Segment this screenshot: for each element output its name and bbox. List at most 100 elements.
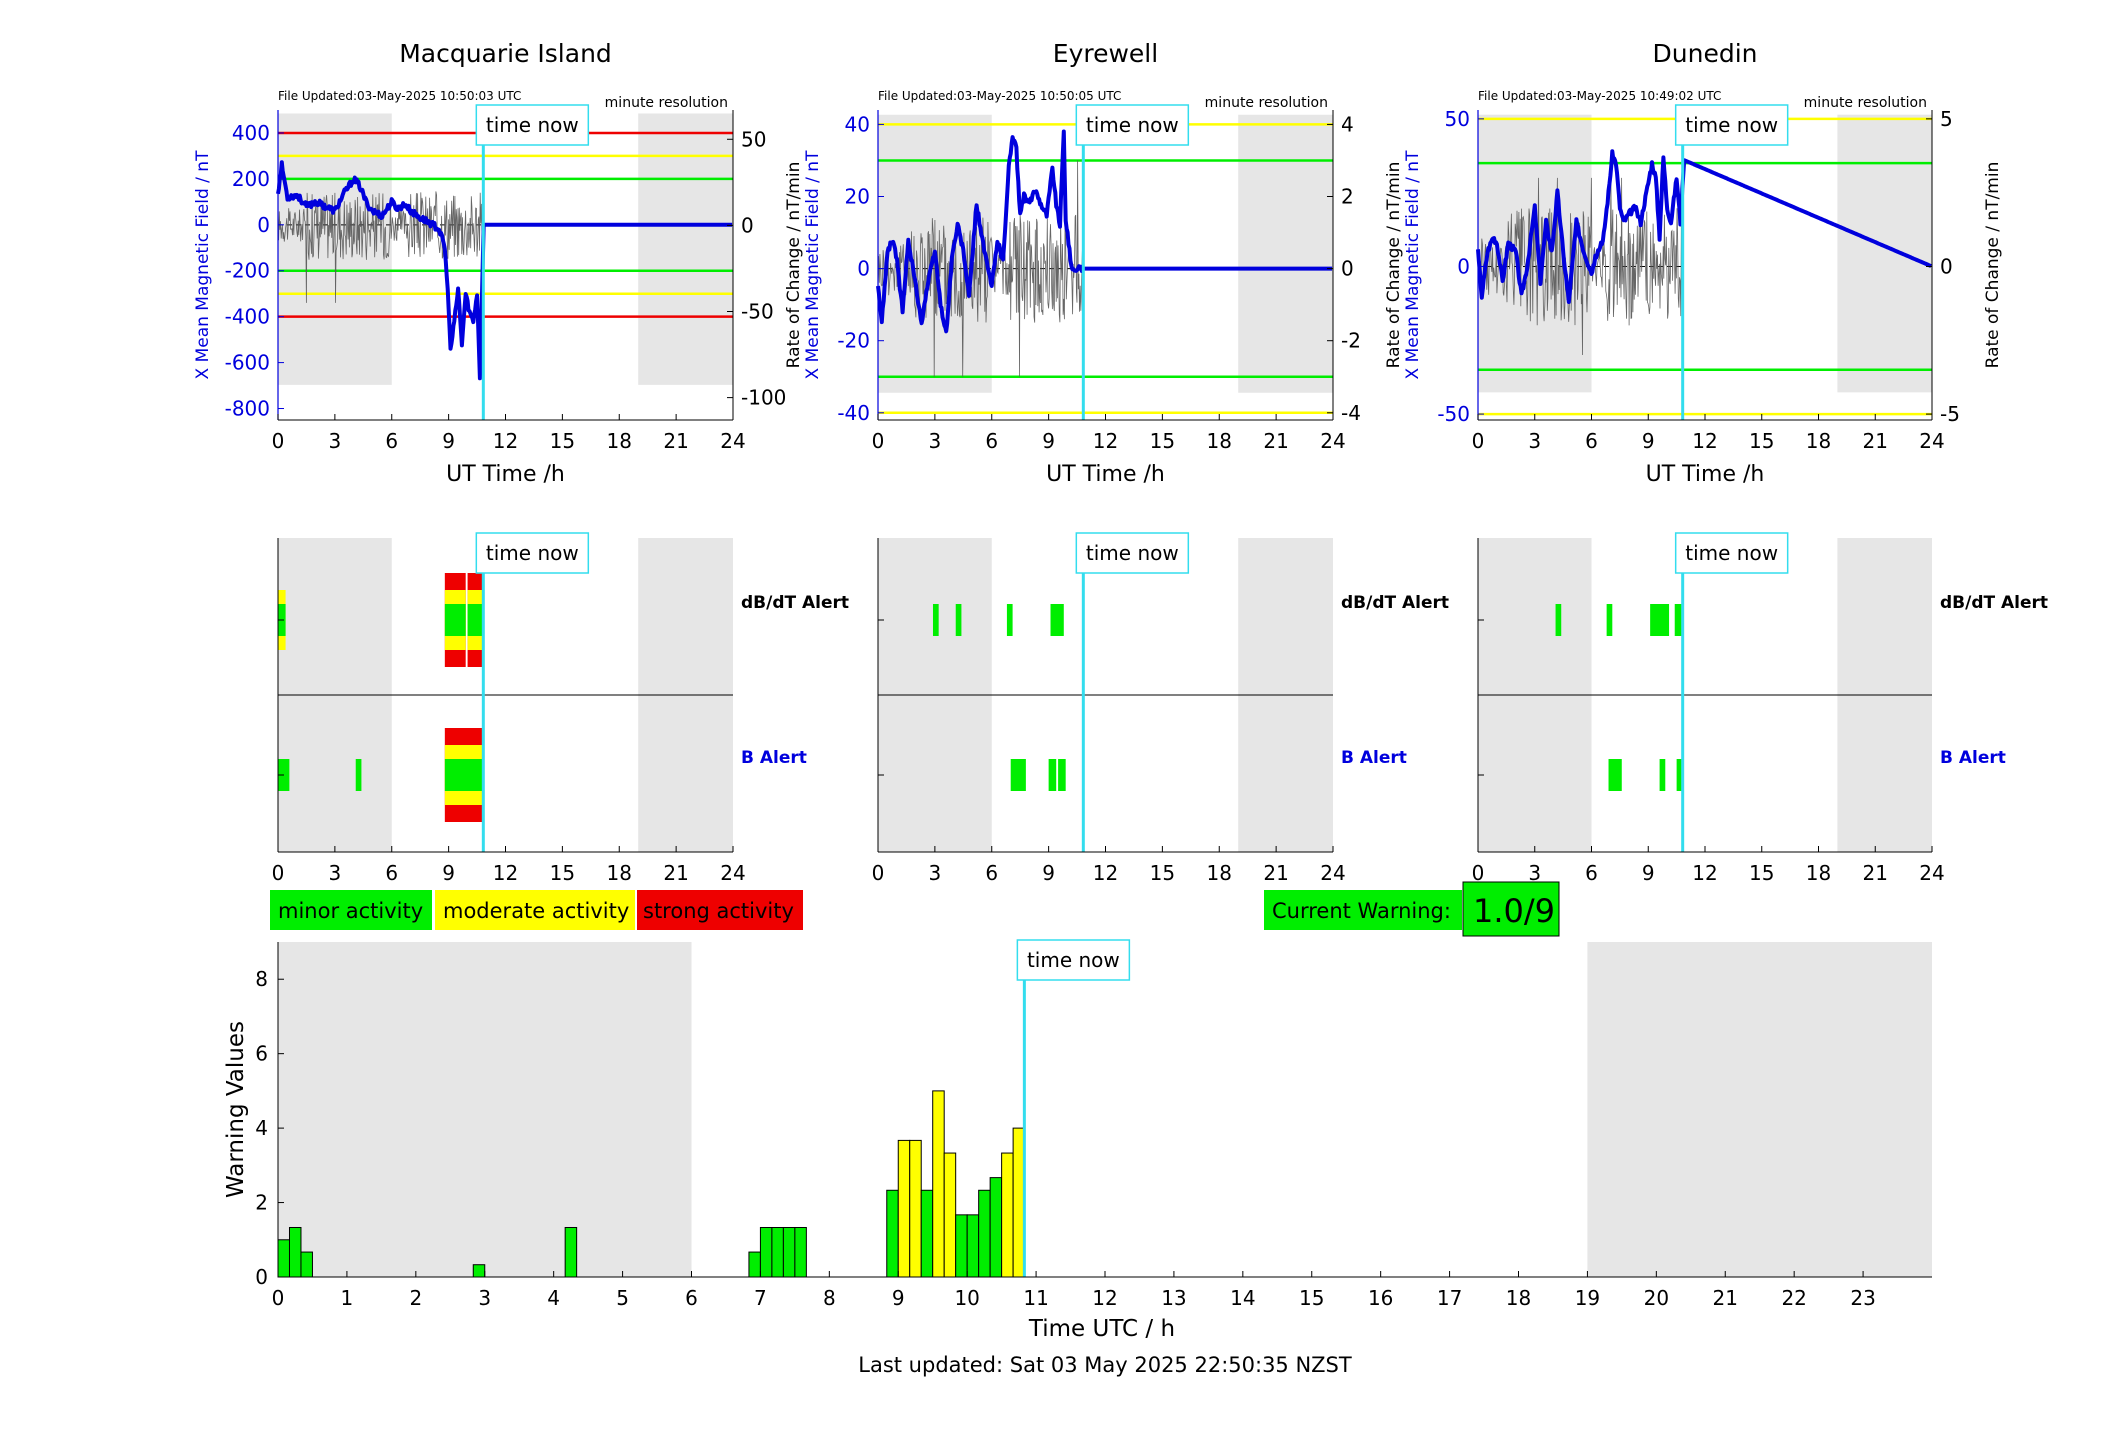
x-tick-label: 6 [985, 429, 998, 453]
x-tick-label: 20 [1644, 1286, 1669, 1310]
x-tick-label: 12 [1092, 1286, 1117, 1310]
x-tick-label: 21 [1263, 861, 1288, 885]
warning-bar [759, 1226, 773, 1278]
alert-panels: dB/dT Alert B Alert time now 0 3 6 9 12 15 18 21 24… [272, 532, 2048, 885]
y-tick-right-label: -2 [1341, 329, 1361, 353]
rate-of-change-series [877, 160, 1084, 377]
x-tick-label: 21 [663, 429, 688, 453]
warning-bar [886, 1189, 899, 1278]
time-now-box [1075, 532, 1190, 574]
alert-panel-3: dB/dT Alert B Alert time now 0 3 6 9 12 15 18 21 24 [1472, 532, 2048, 885]
y-tick-label: 8 [255, 967, 268, 991]
x-tick-label: 6 [385, 861, 398, 885]
alert-segment-minor [1010, 759, 1026, 791]
y-tick-right-label: -4 [1341, 401, 1361, 425]
y-axis-left-label: X Mean Magnetic Field / nT [803, 150, 823, 380]
y-tick-left-label: 20 [845, 185, 870, 209]
alert-row-label: B Alert [1341, 748, 1407, 768]
alert-row-label: B Alert [1940, 748, 2006, 768]
x-tick-label: 21 [1863, 861, 1888, 885]
y-tick-right-label: -5 [1940, 402, 1960, 426]
x-tick-label: 12 [1692, 861, 1717, 885]
x-tick-label: 24 [1919, 429, 1944, 453]
warning-bar [909, 1139, 922, 1278]
file-updated: File Updated:03-May-2025 10:50:03 UTC [278, 89, 521, 103]
x-tick-label: 24 [720, 861, 745, 885]
warning-bar [564, 1226, 578, 1278]
warning-bar [782, 1226, 796, 1278]
x-tick-label: 0 [272, 429, 285, 453]
x-tick-label: 9 [1042, 429, 1055, 453]
y-tick-right-label: -100 [741, 386, 786, 410]
x-tick-label: 18 [1506, 1286, 1531, 1310]
alert-segment-minor [1674, 604, 1683, 636]
warning-bar [771, 1226, 784, 1278]
y-tick-label: 0 [255, 1265, 268, 1289]
x-tick-label: 15 [550, 861, 575, 885]
x-tick-label: 0 [1472, 429, 1485, 453]
x-tick-label: 15 [550, 429, 575, 453]
y-tick-right-label: 0 [1940, 254, 1953, 278]
x-tick-label: 6 [385, 429, 398, 453]
y-tick-left-label: -50 [1437, 402, 1470, 426]
night-shade [1837, 114, 1932, 393]
warning-bar [277, 1239, 290, 1278]
time-now-label: time now [1685, 541, 1778, 565]
y-tick-right-label: 0 [741, 213, 754, 237]
x-tick-label: 17 [1437, 1286, 1462, 1310]
x-tick-label: 15 [1749, 861, 1774, 885]
warning-bar [1001, 1152, 1014, 1278]
y-tick-left-label: 40 [845, 112, 870, 136]
warning-bar [932, 1090, 945, 1278]
y-tick-right-label: 0 [1341, 257, 1354, 281]
x-tick-label: 1 [341, 1286, 354, 1310]
legend-strong-label: strong activity [643, 899, 794, 923]
night-shade [1587, 942, 1932, 1277]
x-tick-label: 3 [329, 861, 342, 885]
x-tick-label: 15 [1749, 429, 1774, 453]
y-tick-left-label: -400 [225, 305, 270, 329]
warning-bar [989, 1177, 1003, 1278]
y-tick-right-label: 2 [1341, 185, 1354, 209]
time-now-box [1674, 104, 1789, 146]
alert-segment-minor [444, 604, 466, 636]
warning-bar [966, 1214, 980, 1278]
x-tick-label: 2 [409, 1286, 422, 1310]
x-tick-label: 12 [1093, 861, 1118, 885]
alert-row-label: dB/dT Alert [1940, 593, 2048, 613]
x-tick-label: 10 [954, 1286, 979, 1310]
warning-bar [920, 1189, 934, 1278]
y-axis-right-label: Rate of Change / nT/min [1983, 162, 2003, 369]
night-shade [1238, 114, 1333, 393]
y-tick-left-label: 400 [232, 121, 270, 145]
legend-minor-swatch [270, 890, 432, 930]
x-tick-label: 18 [1207, 861, 1232, 885]
file-updated: File Updated:03-May-2025 10:49:02 UTC [1478, 89, 1721, 103]
x-tick-label: 12 [493, 861, 518, 885]
x-tick-label: 3 [929, 429, 942, 453]
y-tick-left-label: -40 [837, 401, 870, 425]
x-tick-label: 21 [663, 861, 688, 885]
y-tick-right-label: 5 [1940, 107, 1953, 131]
alert-row-label: B Alert [741, 748, 807, 768]
warning-bar [897, 1139, 911, 1278]
alert-segment-minor [1676, 759, 1683, 791]
time-now-label: time now [1086, 113, 1179, 137]
x-tick-label: 19 [1575, 1286, 1600, 1310]
current-warning-value-box [1462, 881, 1560, 937]
alert-segment-minor [1058, 759, 1066, 791]
y-tick-left-label: 0 [257, 213, 270, 237]
alert-segment-minor [355, 759, 362, 791]
alert-panel-1: dB/dT Alert B Alert time now 0 3 6 9 12 15 18 21 24 [272, 532, 849, 885]
alert-row-label: dB/dT Alert [741, 593, 849, 613]
y-tick-label: 2 [255, 1191, 268, 1215]
warning-bar [943, 1152, 957, 1278]
x-tick-label: 18 [607, 861, 632, 885]
time-now-box [1016, 939, 1131, 981]
mag-panel-3: Dunedin File Updated:03-May-2025 10:49:02… [1403, 39, 2003, 487]
x-tick-label: 6 [685, 1286, 698, 1310]
night-shade [638, 113, 733, 385]
x-tick-label: 24 [1919, 861, 1944, 885]
alert-segment-minor [1608, 759, 1622, 791]
x-tick-label: 13 [1161, 1286, 1186, 1310]
